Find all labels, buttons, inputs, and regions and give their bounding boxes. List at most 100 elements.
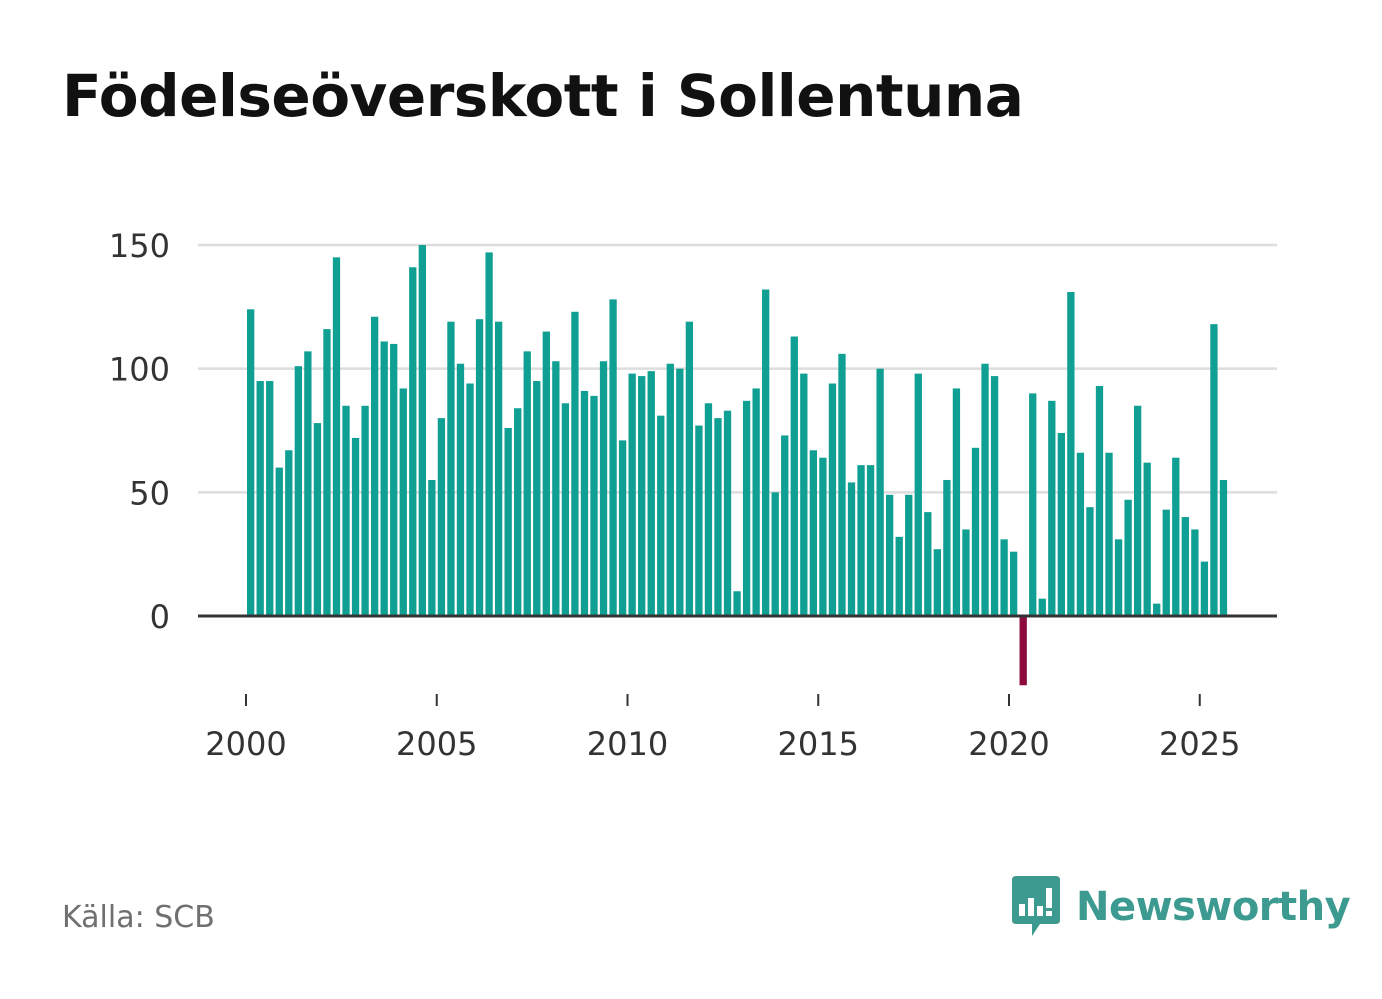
bar	[800, 373, 808, 616]
bar	[456, 363, 465, 616]
bar	[571, 311, 579, 616]
bar	[905, 494, 913, 616]
bar	[1124, 499, 1132, 616]
bar	[409, 267, 417, 616]
bar	[1076, 452, 1085, 616]
bar	[742, 400, 751, 616]
bar	[390, 343, 398, 616]
source-note: Källa: SCB	[62, 900, 215, 935]
bar	[933, 549, 941, 616]
bar	[590, 395, 598, 616]
bar	[838, 353, 846, 616]
bar	[437, 418, 446, 616]
bar	[676, 368, 684, 616]
bar	[523, 351, 531, 616]
bar	[1057, 432, 1065, 616]
bar	[1172, 457, 1180, 616]
bar	[1095, 385, 1104, 616]
bar	[628, 373, 636, 616]
bar	[714, 418, 722, 616]
bar	[685, 321, 694, 616]
bar	[952, 388, 961, 616]
x-tick-label: 2000	[205, 725, 286, 763]
bar	[1114, 539, 1123, 616]
bar	[1200, 561, 1209, 616]
bar	[599, 361, 608, 616]
bar	[1181, 517, 1189, 616]
bar	[1105, 452, 1113, 616]
bar	[695, 425, 703, 616]
bar	[475, 319, 484, 616]
bar	[962, 529, 970, 616]
bar	[485, 252, 493, 617]
bar	[943, 479, 951, 616]
bar	[1019, 616, 1027, 686]
y-axis: 0 50 100 150	[109, 227, 170, 636]
bar	[1133, 405, 1142, 616]
y-tick-label: 0	[150, 598, 170, 636]
bar	[819, 457, 827, 616]
bar	[466, 383, 474, 616]
bar	[351, 437, 360, 616]
bar	[781, 435, 789, 616]
bar	[580, 390, 589, 616]
x-axis: 2000 2005 2010 2015 2020 2025	[205, 694, 1240, 763]
bar	[990, 376, 999, 616]
bar	[266, 381, 274, 616]
bar	[657, 415, 665, 616]
brand-name: Newsworthy	[1076, 884, 1351, 930]
bar	[323, 329, 331, 616]
bar	[828, 383, 837, 616]
bar	[1029, 393, 1037, 616]
bar	[542, 331, 550, 616]
bar	[924, 512, 932, 616]
y-tick-label: 150	[109, 227, 170, 265]
bar	[380, 341, 388, 616]
bar	[504, 428, 512, 616]
bar	[304, 351, 312, 616]
bar	[1143, 462, 1151, 616]
newsworthy-logo-icon	[1012, 876, 1060, 936]
bar	[361, 405, 369, 616]
bar	[428, 479, 436, 616]
bar	[1038, 598, 1046, 616]
bar	[285, 450, 293, 616]
bar	[332, 257, 341, 616]
bar	[275, 467, 283, 616]
x-tick-label: 2025	[1159, 725, 1240, 763]
bar	[1000, 539, 1008, 616]
bar	[914, 373, 922, 616]
bar	[895, 536, 903, 616]
bar	[1162, 509, 1170, 616]
bar	[247, 309, 255, 616]
bar	[294, 366, 302, 616]
brand-logo[interactable]: Newsworthy	[1010, 876, 1351, 938]
bar	[1048, 400, 1056, 616]
bar	[771, 492, 779, 616]
x-tick-label: 2020	[968, 725, 1049, 763]
bar	[876, 368, 884, 616]
bar	[618, 440, 627, 616]
bar	[1153, 603, 1161, 616]
bar	[1010, 551, 1018, 616]
y-tick-label: 100	[109, 351, 170, 389]
bar	[1191, 529, 1199, 616]
bar	[666, 363, 674, 616]
bar	[857, 465, 865, 616]
bar	[256, 381, 264, 616]
bar	[1210, 324, 1218, 616]
bar	[647, 371, 655, 616]
chart-area: 0 50 100 150 2000 2005 2010 2015 2020 2025	[109, 227, 1277, 763]
bar	[370, 316, 379, 616]
bar	[399, 388, 407, 616]
bar	[552, 361, 560, 616]
bar	[1086, 507, 1094, 616]
x-tick-label: 2015	[778, 725, 859, 763]
bar	[762, 289, 770, 616]
bar	[494, 321, 503, 616]
bar	[418, 245, 426, 616]
bar	[971, 447, 980, 616]
bar	[313, 423, 322, 616]
x-tick-label: 2010	[587, 725, 668, 763]
bar	[866, 465, 875, 616]
